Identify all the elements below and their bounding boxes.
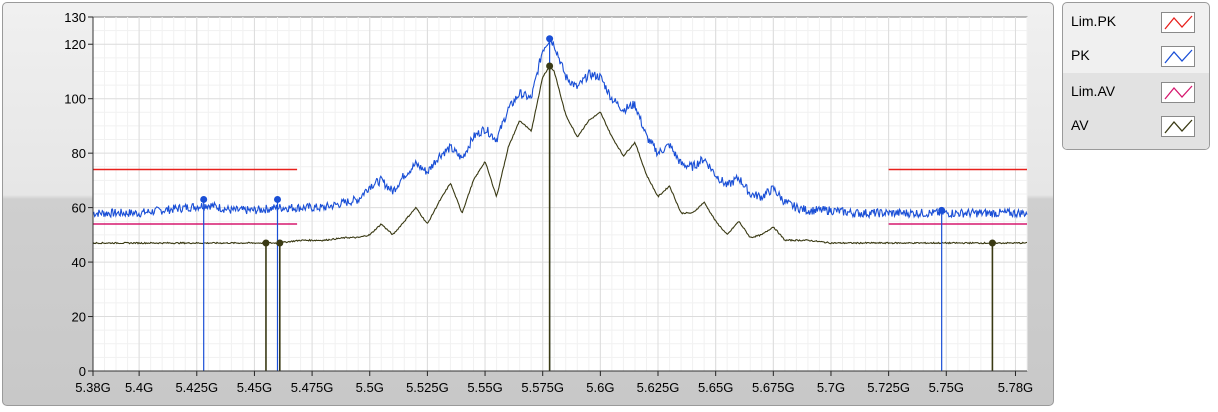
line-style-icon[interactable] bbox=[1161, 12, 1195, 33]
x-tick-label: 5.78G bbox=[998, 380, 1033, 395]
grid-layer bbox=[92, 16, 1028, 372]
x-tick-label: 5.6G bbox=[586, 380, 614, 395]
series-layer bbox=[92, 39, 1028, 245]
x-tick-label: 5.5G bbox=[356, 380, 384, 395]
plot-legend: Lim.PK PK Lim.AV AV bbox=[1062, 2, 1210, 150]
series-pk-line bbox=[92, 39, 1028, 220]
marker-point bbox=[546, 35, 554, 43]
line-style-icon[interactable] bbox=[1161, 46, 1195, 67]
y-tick-label: 130 bbox=[64, 10, 86, 25]
legend-label: Lim.PK bbox=[1071, 13, 1117, 29]
x-tick-label: 5.45G bbox=[237, 380, 272, 395]
graph-frame: 5.38G 5.4G 5.425G 5.45G 5.475G 5.5G 5.525G 5.55… bbox=[2, 2, 1054, 406]
marker-point bbox=[988, 239, 996, 247]
x-tick-label: 5.425G bbox=[175, 380, 218, 395]
axis-layer: 5.38G 5.4G 5.425G 5.45G 5.475G 5.5G 5.525G 5.55… bbox=[64, 10, 1033, 395]
marker-point bbox=[938, 206, 946, 214]
x-tick-label: 5.475G bbox=[291, 380, 334, 395]
y-tick-label: 120 bbox=[64, 37, 86, 52]
x-tick-label: 5.75G bbox=[929, 380, 964, 395]
marker-layer bbox=[200, 35, 996, 371]
legend-item-pk[interactable]: PK bbox=[1063, 39, 1209, 73]
line-style-icon[interactable] bbox=[1161, 116, 1195, 137]
legend-item-lim-av[interactable]: Lim.AV bbox=[1063, 75, 1209, 109]
marker-point bbox=[200, 195, 208, 203]
x-tick-label: 5.38G bbox=[75, 380, 110, 395]
x-tick-label: 5.725G bbox=[867, 380, 910, 395]
legend-label: Lim.AV bbox=[1071, 83, 1116, 99]
x-tick-label: 5.7G bbox=[817, 380, 845, 395]
legend-label: PK bbox=[1071, 47, 1090, 63]
y-tick-label: 80 bbox=[72, 146, 86, 161]
x-tick-label: 5.4G bbox=[125, 380, 153, 395]
y-tick-label: 60 bbox=[72, 201, 86, 216]
legend-item-lim-pk[interactable]: Lim.PK bbox=[1063, 5, 1209, 39]
legend-label: AV bbox=[1071, 117, 1089, 133]
y-tick-label: 40 bbox=[72, 255, 86, 270]
series-av-line bbox=[92, 65, 1028, 245]
marker-point bbox=[276, 239, 284, 247]
marker-point bbox=[273, 195, 281, 203]
x-tick-label: 5.575G bbox=[521, 380, 564, 395]
x-tick-label: 5.675G bbox=[752, 380, 795, 395]
y-tick-label: 100 bbox=[64, 92, 86, 107]
spectrum-plot: 5.38G 5.4G 5.425G 5.45G 5.475G 5.5G 5.525G 5.55… bbox=[64, 10, 1033, 395]
line-style-icon[interactable] bbox=[1161, 82, 1195, 103]
x-tick-label: 5.65G bbox=[698, 380, 733, 395]
legend-item-av[interactable]: AV bbox=[1063, 109, 1209, 143]
y-tick-label: 20 bbox=[72, 310, 86, 325]
x-tick-label: 5.525G bbox=[406, 380, 449, 395]
x-tick-label: 5.55G bbox=[467, 380, 502, 395]
y-tick-label: 0 bbox=[79, 364, 86, 379]
marker-point bbox=[546, 62, 554, 70]
x-tick-label: 5.625G bbox=[637, 380, 680, 395]
marker-point bbox=[262, 239, 270, 247]
